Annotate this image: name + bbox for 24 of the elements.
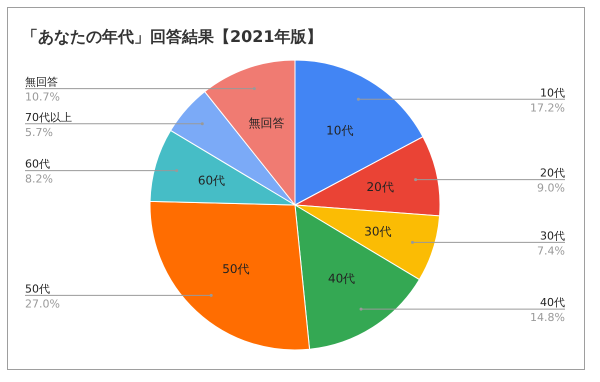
chart-title: 「あなたの年代」回答結果【2021年版】 bbox=[22, 27, 323, 46]
slice-label: 70代以上 bbox=[25, 110, 72, 124]
slice-label: 60代 bbox=[25, 158, 50, 171]
slice-label: 20代 bbox=[540, 166, 565, 180]
data-label: 27.0% bbox=[25, 297, 60, 310]
slice-label: 40代 bbox=[328, 271, 356, 286]
slice-label: 10代 bbox=[540, 86, 565, 100]
slice-label: 10代 bbox=[326, 123, 354, 138]
slice-label: 30代 bbox=[540, 229, 565, 242]
slice-label: 無回答 bbox=[248, 116, 284, 130]
data-label: 7.4% bbox=[537, 244, 565, 258]
slice-label: 20代 bbox=[366, 180, 394, 194]
slice-label: 30代 bbox=[364, 224, 392, 238]
data-label: 14.8% bbox=[530, 311, 565, 324]
slice-label: 40代 bbox=[540, 296, 565, 310]
slice-label: 50代 bbox=[25, 282, 50, 296]
data-label: 8.2% bbox=[25, 172, 53, 186]
slice-label: 60代 bbox=[198, 174, 226, 188]
slice-label: 無回答 bbox=[25, 76, 58, 89]
data-label: 9.0% bbox=[537, 182, 565, 195]
slice-label: 50代 bbox=[222, 262, 250, 276]
data-label: 10.7% bbox=[25, 90, 60, 104]
data-label: 17.2% bbox=[530, 101, 565, 114]
data-label: 5.7% bbox=[25, 126, 53, 139]
